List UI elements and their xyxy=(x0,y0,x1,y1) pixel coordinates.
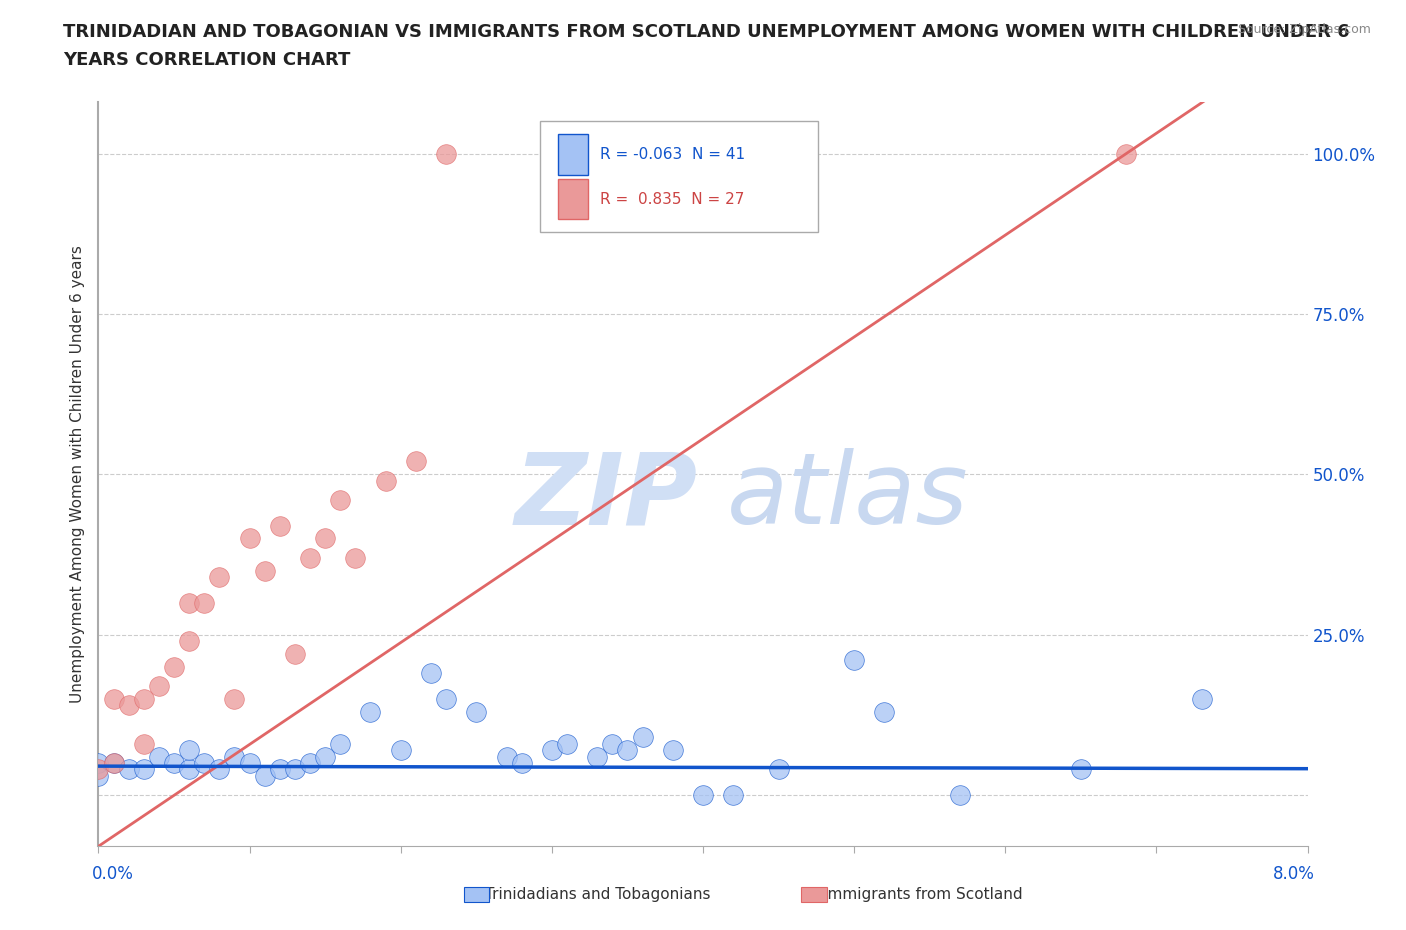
Text: YEARS CORRELATION CHART: YEARS CORRELATION CHART xyxy=(63,51,350,69)
Point xyxy=(616,743,638,758)
Point xyxy=(586,749,609,764)
Text: 0.0%: 0.0% xyxy=(91,865,134,884)
Point xyxy=(224,749,246,764)
Point xyxy=(148,679,170,694)
Point xyxy=(118,698,141,712)
FancyBboxPatch shape xyxy=(558,134,588,175)
Text: Immigrants from Scotland: Immigrants from Scotland xyxy=(823,887,1022,902)
Point xyxy=(405,454,427,469)
Point xyxy=(87,755,110,770)
Point xyxy=(163,755,186,770)
Point xyxy=(269,518,291,533)
Point xyxy=(132,691,155,706)
Point xyxy=(132,762,155,777)
Point xyxy=(692,788,714,803)
Point xyxy=(314,531,336,546)
Point xyxy=(1191,691,1213,706)
Text: ZIP: ZIP xyxy=(515,448,697,545)
Point xyxy=(434,146,457,161)
Point xyxy=(103,755,125,770)
Point xyxy=(465,704,488,719)
Text: 8.0%: 8.0% xyxy=(1272,865,1315,884)
Point xyxy=(179,743,201,758)
Point xyxy=(510,755,533,770)
Point xyxy=(844,653,866,668)
Point xyxy=(253,768,276,783)
Point xyxy=(148,749,170,764)
Point xyxy=(723,788,745,803)
Text: atlas: atlas xyxy=(727,448,969,545)
Point xyxy=(253,563,276,578)
Point xyxy=(555,737,578,751)
Point xyxy=(949,788,972,803)
Point xyxy=(103,755,125,770)
Point xyxy=(163,659,186,674)
Point xyxy=(179,595,201,610)
Point xyxy=(224,691,246,706)
Point xyxy=(179,762,201,777)
Point xyxy=(132,737,155,751)
Point xyxy=(208,569,231,584)
Text: R = -0.063  N = 41: R = -0.063 N = 41 xyxy=(600,147,745,162)
Text: R =  0.835  N = 27: R = 0.835 N = 27 xyxy=(600,192,745,206)
Y-axis label: Unemployment Among Women with Children Under 6 years: Unemployment Among Women with Children U… xyxy=(69,246,84,703)
Point xyxy=(239,755,262,770)
Point xyxy=(420,666,443,681)
Point xyxy=(873,704,896,719)
Point xyxy=(389,743,412,758)
Point xyxy=(269,762,291,777)
Point xyxy=(374,473,396,488)
FancyBboxPatch shape xyxy=(540,121,818,232)
Point xyxy=(344,551,367,565)
Text: TRINIDADIAN AND TOBAGONIAN VS IMMIGRANTS FROM SCOTLAND UNEMPLOYMENT AMONG WOMEN : TRINIDADIAN AND TOBAGONIAN VS IMMIGRANTS… xyxy=(63,23,1350,41)
Point xyxy=(193,755,215,770)
Point xyxy=(1115,146,1137,161)
Point xyxy=(239,531,262,546)
Point xyxy=(631,730,654,745)
Point xyxy=(768,762,790,777)
Point xyxy=(179,633,201,648)
Point xyxy=(434,691,457,706)
Point xyxy=(360,704,382,719)
Text: Source: ZipAtlas.com: Source: ZipAtlas.com xyxy=(1237,23,1371,36)
Point xyxy=(87,762,110,777)
Point xyxy=(118,762,141,777)
Point xyxy=(329,493,352,508)
Point xyxy=(540,743,562,758)
FancyBboxPatch shape xyxy=(558,179,588,219)
Point xyxy=(284,646,307,661)
Point xyxy=(1070,762,1092,777)
Point xyxy=(299,551,322,565)
Point xyxy=(87,768,110,783)
Point xyxy=(495,749,517,764)
Point xyxy=(193,595,215,610)
Point xyxy=(329,737,352,751)
Point xyxy=(602,737,624,751)
Point xyxy=(299,755,322,770)
Point xyxy=(103,691,125,706)
Text: Trinidadians and Tobagonians: Trinidadians and Tobagonians xyxy=(485,887,710,902)
Point xyxy=(314,749,336,764)
Point xyxy=(661,743,683,758)
Point xyxy=(208,762,231,777)
Point xyxy=(284,762,307,777)
